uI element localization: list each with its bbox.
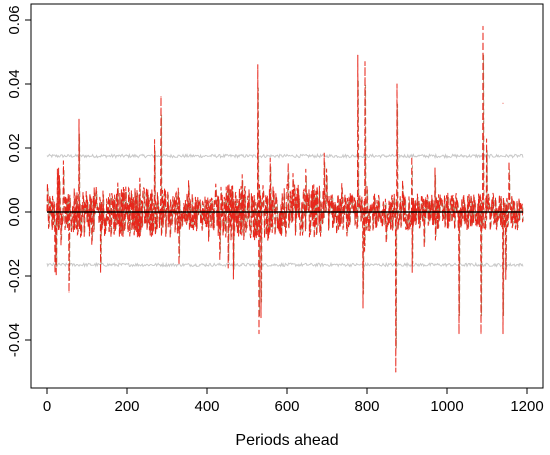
data-point — [502, 333, 504, 335]
data-point — [396, 83, 398, 85]
series-shadow-line — [47, 54, 524, 349]
y-tick-label: 0.00 — [6, 197, 23, 226]
data-point — [395, 371, 397, 373]
x-tick-label: 1200 — [510, 398, 543, 415]
confidence-bands — [46, 152, 524, 269]
data-point — [258, 333, 260, 335]
x-tick-label: 600 — [274, 398, 299, 415]
y-axis: -0.04 -0.02 0.00 0.02 0.04 0.06 — [6, 5, 31, 357]
data-point — [260, 317, 262, 319]
y-tick-label: 0.02 — [6, 133, 23, 162]
x-tick-label: 200 — [114, 398, 139, 415]
x-axis: 0 200 400 600 800 1000 1200 — [43, 388, 544, 415]
data-point — [257, 64, 259, 66]
data-point — [160, 96, 162, 98]
y-tick-label: -0.02 — [6, 259, 23, 293]
data-point — [364, 61, 366, 63]
data-point — [78, 118, 80, 120]
data-point — [357, 54, 359, 56]
x-tick-label: 400 — [194, 398, 219, 415]
x-tick-label: 800 — [354, 398, 379, 415]
data-point — [502, 102, 504, 104]
x-axis-title: Periods ahead — [235, 432, 338, 449]
data-point — [362, 307, 364, 309]
y-tick-label: 0.04 — [6, 69, 23, 98]
lower-band-line — [46, 261, 524, 269]
series-layer — [46, 25, 524, 373]
series-line — [46, 26, 524, 373]
upper-band-line — [46, 152, 524, 160]
data-point — [482, 25, 484, 27]
y-tick-label: 0.06 — [6, 5, 23, 34]
x-tick-label: 1000 — [430, 398, 463, 415]
data-point — [480, 333, 482, 335]
x-tick-label: 0 — [43, 398, 51, 415]
data-point — [458, 333, 460, 335]
y-tick-label: -0.04 — [6, 323, 23, 357]
data-point — [68, 291, 70, 293]
